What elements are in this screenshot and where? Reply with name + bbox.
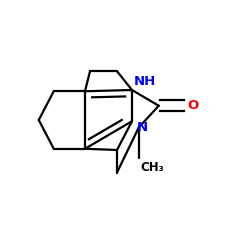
Text: NH: NH [134, 75, 156, 88]
Text: O: O [187, 99, 198, 112]
Text: CH₃: CH₃ [140, 161, 164, 174]
Text: N: N [137, 121, 148, 134]
